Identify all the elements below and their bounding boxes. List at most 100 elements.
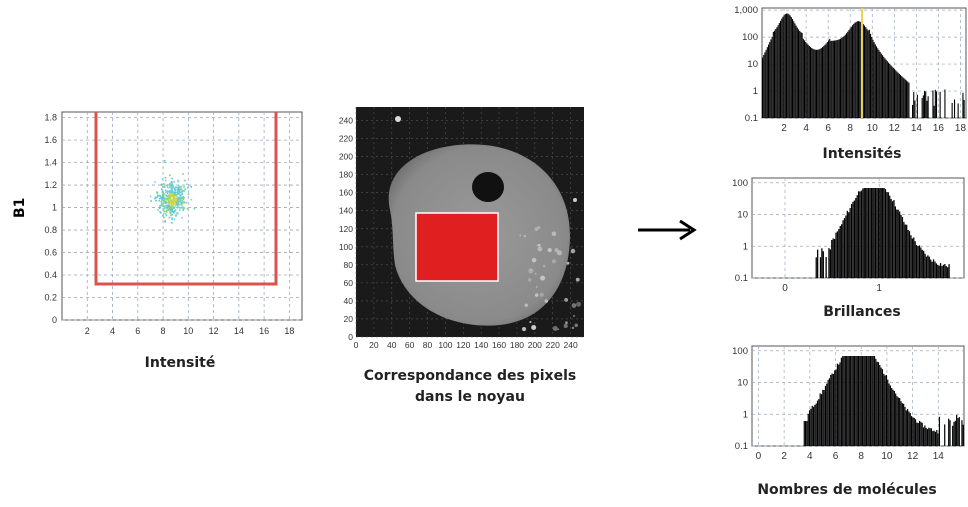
roi-rectangle[interactable] [415,212,499,282]
image-spot [539,292,544,297]
scatter-point [169,211,171,213]
histogram-bar [961,420,963,446]
histogram-bar [867,30,869,118]
histogram-bar [893,200,895,278]
histogram-bar [866,188,868,278]
scatter-point [167,194,170,197]
histogram-bar [933,105,935,118]
histogram-bar [937,433,939,446]
histogram-bar [848,356,850,446]
scatter-point [163,186,165,188]
scatter-point [168,198,171,200]
histogram-bar [962,424,964,446]
histogram-bar [871,356,873,446]
histogram-brillances-plot: 0.1 1 10 100 0 1 [732,177,965,294]
histogram-bar [884,375,886,446]
histogram-bar [813,49,815,118]
histogram-bar [879,188,881,278]
histogram-bar [935,263,938,278]
image-spot [531,325,537,331]
histogram-bar [934,89,936,118]
scatter-point [167,195,169,198]
scatter-point [161,197,163,199]
scatter-point [171,221,173,224]
histogram-bar [924,425,926,446]
scatter-point [157,194,160,197]
histogram-bar [822,389,824,446]
image-ytick-label: 20 [344,314,354,324]
scatter-point [161,190,164,192]
histogram-bar [858,191,860,278]
scatter-point [171,194,173,197]
scatter-point [168,190,170,193]
histogram-bar [933,430,935,446]
histogram-bar [921,249,923,278]
scatter-point [163,199,165,202]
scatter-point [182,173,184,175]
scatter-point [166,198,168,201]
histogram-bar [938,265,940,278]
image-xtick-label: 20 [369,340,379,350]
image-ytick-label: 160 [339,188,353,198]
histogram-bar [913,91,915,118]
histogram-bar [934,431,937,446]
image-panel: 0 20 40 60 80 100 120 140 160 180 200 220 240 0 20 40 60… [320,105,620,435]
scatter-point [170,185,173,188]
scatter-point [169,207,172,209]
scatter-ytick-label: 0.6 [44,248,57,258]
histogram-bar [887,192,889,278]
image-spot [551,231,557,237]
histogram-bar [880,367,882,446]
histogram-bar [957,103,959,118]
histogram-bar [847,356,849,446]
histogram-bar [922,427,925,446]
histogram-bar [866,28,868,118]
scatter-point [150,200,152,202]
histogram-bar [873,356,876,446]
histogram-bar [874,44,876,118]
scatter-ytick-label: 1.6 [44,135,57,145]
scatter-point [167,199,170,202]
histogram-bar [815,403,817,446]
scatter-panel: B1 2 4 6 8 10 12 14 16 18 0 0.2 0.4 0.6 0.8 1 1.2 1.4 1.6… [10,100,310,371]
histogram-xtick-label: 14 [933,451,945,462]
histogram-bar [855,198,857,278]
scatter-point [172,196,175,199]
scatter-point [157,209,159,211]
histogram-bar [963,99,965,118]
histogram-bar [818,399,820,446]
histogram-bar [856,356,858,446]
histogram-bar [828,40,830,118]
scatter-point [175,214,177,217]
scatter-point [160,204,163,206]
scatter-point [169,211,172,213]
scatter-gate[interactable] [94,112,278,286]
histogram-bar [784,14,786,119]
scatter-point [170,195,172,198]
histogram-bar [830,374,832,446]
scatter-xtick-label: 10 [183,326,193,336]
histogram-xtick-label: 2 [781,451,787,462]
histogram-xtick-label: 6 [833,451,839,462]
image-ytick-label: 200 [339,152,353,162]
image-spot [571,326,575,330]
scatter-point [170,181,173,184]
histogram-bar [820,48,822,118]
scatter-point [160,196,162,198]
histogram-bar [856,21,858,118]
scatter-point [174,192,176,194]
scatter-point [174,197,177,200]
histogram-bar [869,188,871,278]
scatter-point [164,177,167,179]
scatter-point [173,193,176,196]
scatter-point [182,209,184,211]
histogram-bar [910,235,912,278]
histogram-bar [932,90,934,118]
histogram-bar [934,261,936,278]
histogram-bar [781,18,783,119]
histogram-ytick-label: 0.1 [735,441,748,452]
histogram-bar [877,188,880,278]
scatter-point [164,213,167,215]
histogram-bar [823,46,825,119]
scatter-point [171,210,173,212]
